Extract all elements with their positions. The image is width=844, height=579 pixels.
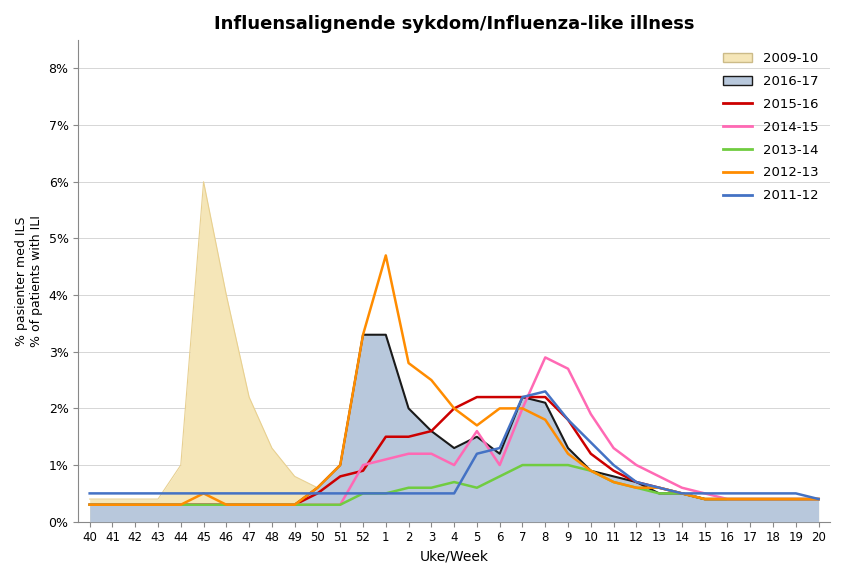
Y-axis label: % pasienter med ILS
% of patients with ILI: % pasienter med ILS % of patients with I… [15,215,43,347]
Title: Influensalignende sykdom/Influenza-like illness: Influensalignende sykdom/Influenza-like … [214,15,694,33]
Legend: 2009-10, 2016-17, 2015-16, 2014-15, 2013-14, 2012-13, 2011-12: 2009-10, 2016-17, 2015-16, 2014-15, 2013… [717,47,822,208]
X-axis label: Uke/Week: Uke/Week [419,550,488,564]
